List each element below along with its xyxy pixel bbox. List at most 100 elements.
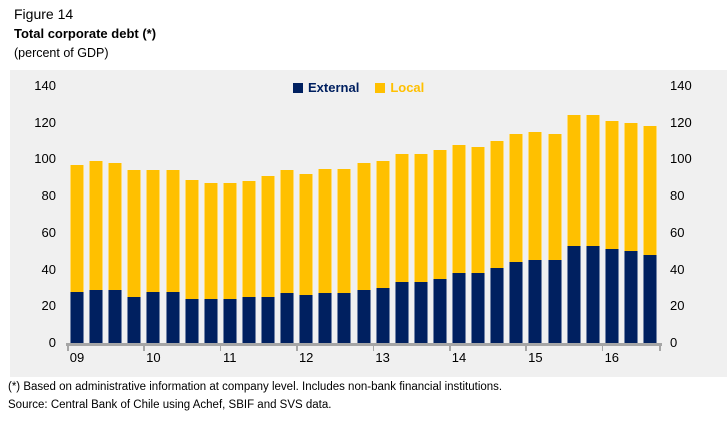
- bar-segment-local: [280, 170, 295, 294]
- bar-segment-external: [566, 245, 581, 343]
- bar: [490, 141, 505, 343]
- bar-segment-local: [413, 153, 428, 283]
- bar: [528, 131, 543, 343]
- bar-segment-external: [337, 293, 352, 343]
- bar-segment-external: [413, 282, 428, 343]
- bar-segment-external: [203, 298, 218, 343]
- bar-segment-local: [585, 115, 600, 246]
- bar: [547, 133, 562, 343]
- bar-segment-external: [318, 293, 333, 343]
- x-axis-year-label: 11: [223, 350, 237, 365]
- bar-segment-local: [623, 122, 638, 252]
- bar-segment-external: [528, 260, 543, 343]
- y-axis-label-right: 100: [670, 151, 692, 167]
- y-axis-label-right: 20: [670, 298, 685, 314]
- y-axis-label-right: 60: [670, 224, 685, 240]
- bar: [623, 122, 638, 343]
- x-axis-year-label: 14: [451, 350, 467, 365]
- bar: [585, 115, 600, 343]
- bar-segment-local: [70, 164, 84, 292]
- plot-area: [67, 86, 659, 343]
- bar-segment-local: [490, 141, 505, 268]
- x-axis-tick: [67, 346, 69, 351]
- bar-segment-local: [452, 144, 466, 274]
- x-axis-tick: [601, 346, 604, 351]
- bar-segment-external: [623, 251, 638, 343]
- y-axis-label-right: 140: [670, 78, 692, 93]
- chart-panel: External Local 0 0 20 20 40 40 60 60 80 80 100 100 1…: [10, 70, 727, 377]
- bar-segment-external: [127, 297, 142, 343]
- bar: [184, 179, 199, 343]
- bar-segment-external: [280, 293, 295, 343]
- y-axis-label-left: 40: [41, 261, 56, 277]
- x-axis-tick: [296, 346, 298, 351]
- bar: [108, 163, 123, 343]
- bar-segment-external: [643, 254, 657, 343]
- bar-segment-external: [604, 249, 619, 343]
- bar: [375, 161, 390, 343]
- bar-segment-external: [490, 267, 505, 343]
- bar: [299, 174, 314, 343]
- bar-segment-local: [299, 174, 314, 296]
- bar-segment-external: [261, 297, 275, 343]
- bar: [146, 170, 161, 343]
- x-axis-year-label: 16: [604, 350, 620, 365]
- bar-segment-external: [165, 291, 180, 343]
- x-axis-end-tick: [659, 346, 661, 351]
- bar-segment-local: [318, 168, 333, 294]
- bar: [566, 115, 581, 343]
- x-axis-tick: [143, 346, 145, 351]
- bar: [471, 146, 486, 343]
- bar-segment-local: [146, 170, 161, 292]
- bar: [604, 120, 619, 343]
- y-axis-label-left: 80: [41, 188, 56, 204]
- bar-segment-local: [566, 115, 581, 246]
- bar: [452, 144, 466, 343]
- bar-segment-local: [184, 179, 199, 299]
- x-axis-tick: [372, 346, 375, 351]
- chart-title: Total corporate debt (*): [14, 26, 157, 41]
- bar-segment-local: [509, 133, 524, 263]
- bar: [413, 153, 428, 343]
- bar: [394, 153, 409, 343]
- legend-label-external: External: [308, 80, 360, 95]
- bar-segment-local: [337, 168, 352, 294]
- y-axis-label-left: 60: [41, 224, 56, 240]
- bar-segment-local: [432, 150, 447, 279]
- bar-segment-external: [585, 245, 600, 343]
- bar-segment-local: [394, 153, 409, 283]
- bar: [280, 170, 295, 343]
- bar-segment-external: [70, 291, 84, 343]
- bar: [643, 126, 657, 343]
- bar-segment-local: [547, 133, 562, 261]
- bar: [241, 181, 256, 343]
- footnote: (*) Based on administrative information …: [8, 381, 503, 393]
- bar: [127, 170, 142, 343]
- legend: External Local: [293, 80, 424, 95]
- chart-subtitle: (percent of GDP): [14, 46, 109, 60]
- bar-segment-external: [222, 298, 237, 343]
- bar-segment-local: [165, 170, 180, 292]
- bar: [261, 175, 275, 343]
- y-axis-label-left: 20: [41, 298, 56, 314]
- bar-segment-external: [394, 282, 409, 343]
- legend-swatch-external-icon: [293, 82, 303, 93]
- bar: [89, 161, 104, 343]
- bar-segment-external: [299, 295, 314, 343]
- bar-segment-external: [89, 289, 104, 343]
- legend-item-local: Local: [375, 80, 424, 95]
- bar-segment-external: [375, 287, 390, 343]
- bar-segment-external: [356, 289, 371, 343]
- bar-segment-local: [222, 183, 237, 299]
- bar: [165, 170, 180, 343]
- x-axis-year-label: 15: [528, 350, 543, 365]
- bar-segment-external: [547, 260, 562, 343]
- bar: [203, 183, 218, 343]
- bar-segment-local: [261, 175, 275, 298]
- bar-segment-local: [89, 161, 104, 290]
- x-axis-tick: [449, 346, 451, 351]
- bar-segment-local: [356, 163, 371, 290]
- legend-item-external: External: [293, 80, 359, 95]
- y-axis-label-right: 120: [670, 114, 692, 130]
- bar: [222, 183, 237, 343]
